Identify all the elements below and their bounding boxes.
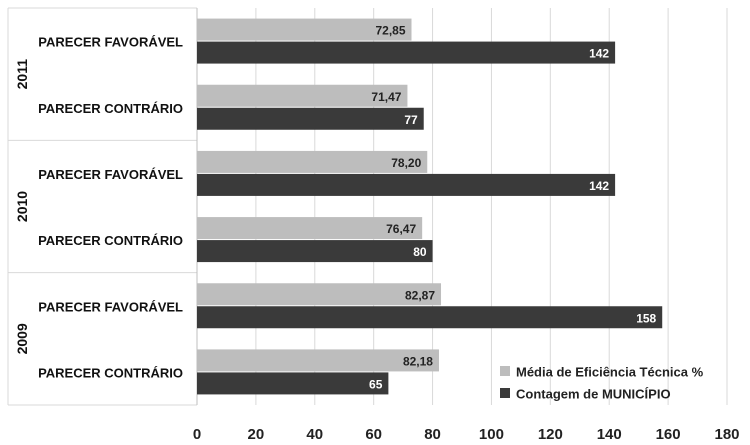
bar-contagem [197,240,433,263]
data-label-contagem: 77 [404,113,418,127]
legend-swatch [500,388,510,398]
x-tick-label: 80 [424,426,441,443]
bar-media [197,349,439,372]
data-label-contagem: 80 [413,245,427,259]
bar-media [197,283,442,306]
x-tick-label: 20 [248,426,265,443]
bar-contagem [197,41,616,64]
data-label-media: 82,18 [403,354,433,368]
data-label-contagem: 142 [589,47,609,61]
bar-media [197,217,423,240]
bar-contagem [197,107,424,130]
category-label: PARECER CONTRÁRIO [38,233,183,248]
data-label-contagem: 158 [636,311,656,325]
x-tick-label: 140 [597,426,622,443]
labels: 2011 PARECER FAVORÁVEL 72,85 142 PARECER CON… [14,24,657,392]
category-label: PARECER FAVORÁVEL [38,299,183,314]
x-tick-label: 40 [306,426,323,443]
x-tick-label: 180 [714,426,739,443]
year-label: 2010 [14,191,30,222]
x-axis-ticks: 0 20 40 60 80 100 120 140 160 180 [193,426,740,443]
legend-swatch [500,366,510,376]
x-tick-label: 0 [193,426,201,443]
category-label: PARECER FAVORÁVEL [38,35,183,50]
category-label: PARECER CONTRÁRIO [38,101,183,116]
year-label: 2011 [14,59,30,90]
x-tick-label: 60 [365,426,382,443]
year-label: 2009 [14,323,30,354]
bar-media [197,150,428,173]
data-label-media: 72,85 [375,24,405,38]
data-label-media: 82,87 [405,288,435,302]
bar-contagem [197,372,389,395]
data-label-contagem: 142 [589,179,609,193]
group-dividers [7,7,198,406]
data-label-contagem: 65 [369,377,383,391]
grid-lines [196,8,728,405]
bars [197,18,663,395]
data-label-media: 71,47 [371,90,401,104]
x-tick-label: 120 [538,426,563,443]
category-label: PARECER CONTRÁRIO [38,365,183,380]
category-label: PARECER FAVORÁVEL [38,167,183,182]
bar-media [197,18,412,41]
bar-contagem [197,173,616,196]
legend-entry: Média de Eficiência Técnica % [516,365,704,380]
bar-contagem [197,306,663,329]
bar-media [197,84,408,107]
legend-entry: Contagem de MUNICÍPIO [516,387,671,402]
x-tick-label: 100 [479,426,504,443]
x-tick-label: 160 [656,426,681,443]
legend: Média de Eficiência Técnica % Contagem de… [500,365,704,402]
data-label-media: 78,20 [391,156,421,170]
data-label-media: 76,47 [386,222,416,236]
